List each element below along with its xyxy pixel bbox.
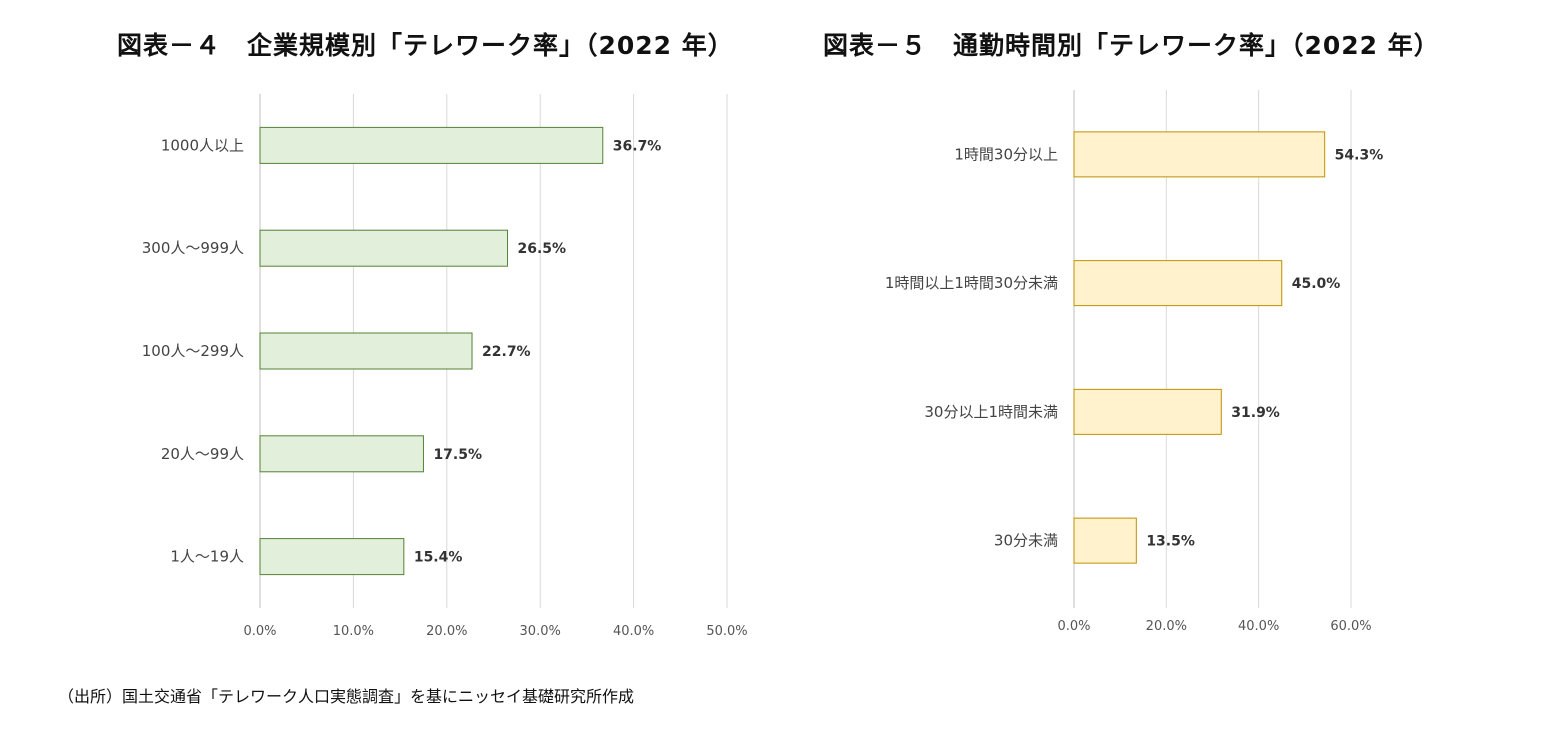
commute-time-x-tick-label: 0.0% xyxy=(1057,619,1090,634)
commute-time-data-label: 54.3% xyxy=(1335,147,1384,163)
source-note: （出所）国土交通省「テレワーク人口実態調査」を基にニッセイ基礎研究所作成 xyxy=(58,687,635,706)
company-size-x-tick-label: 50.0% xyxy=(706,624,747,639)
company-size-bar xyxy=(259,229,509,267)
company-size-data-label: 22.7% xyxy=(482,344,531,360)
company-size-bar xyxy=(259,126,604,164)
company-size-bar xyxy=(259,332,473,370)
chart-title-commute-time: 図表－５ 通勤時間別「テレワーク率」（2022 年） xyxy=(823,31,1440,60)
company-size-category-label: 100人～299人 xyxy=(142,342,244,360)
company-size-category-label: 1000人以上 xyxy=(161,136,244,154)
commute-time-bar xyxy=(1073,388,1222,435)
company-size-category-label: 300人～999人 xyxy=(142,239,244,257)
company-size-x-tick-label: 20.0% xyxy=(426,624,467,639)
company-size-bar xyxy=(259,538,405,576)
commute-time-data-label: 13.5% xyxy=(1146,534,1195,550)
commute-time-category-label: 30分以上1時間未満 xyxy=(924,403,1058,421)
company-size-bar xyxy=(259,435,424,473)
commute-time-category-label: 30分未満 xyxy=(994,532,1058,550)
commute-time-category-label: 1時間30分以上 xyxy=(954,145,1058,163)
company-size-x-tick-label: 0.0% xyxy=(243,624,276,639)
company-size-x-tick-label: 30.0% xyxy=(520,624,561,639)
company-size-x-tick-label: 40.0% xyxy=(613,624,654,639)
commute-time-x-tick-label: 40.0% xyxy=(1238,619,1279,634)
company-size-data-label: 15.4% xyxy=(414,550,463,566)
company-size-data-label: 26.5% xyxy=(518,241,567,257)
commute-time-data-label: 31.9% xyxy=(1231,405,1280,421)
company-size-data-label: 17.5% xyxy=(433,447,482,463)
commute-time-x-tick-label: 20.0% xyxy=(1146,619,1187,634)
commute-time-bar xyxy=(1073,260,1283,307)
company-size-x-tick-label: 10.0% xyxy=(333,624,374,639)
commute-time-category-label: 1時間以上1時間30分未満 xyxy=(885,274,1058,292)
chart-title-company-size: 図表－４ 企業規模別「テレワーク率」（2022 年） xyxy=(117,31,734,60)
company-size-data-label: 36.7% xyxy=(613,138,662,154)
commute-time-data-label: 45.0% xyxy=(1292,276,1341,292)
commute-time-x-tick-label: 60.0% xyxy=(1330,619,1371,634)
commute-time-bar xyxy=(1073,131,1326,178)
commute-time-bar xyxy=(1073,517,1137,564)
company-size-category-label: 20人～99人 xyxy=(161,445,244,463)
company-size-category-label: 1人～19人 xyxy=(170,548,244,566)
